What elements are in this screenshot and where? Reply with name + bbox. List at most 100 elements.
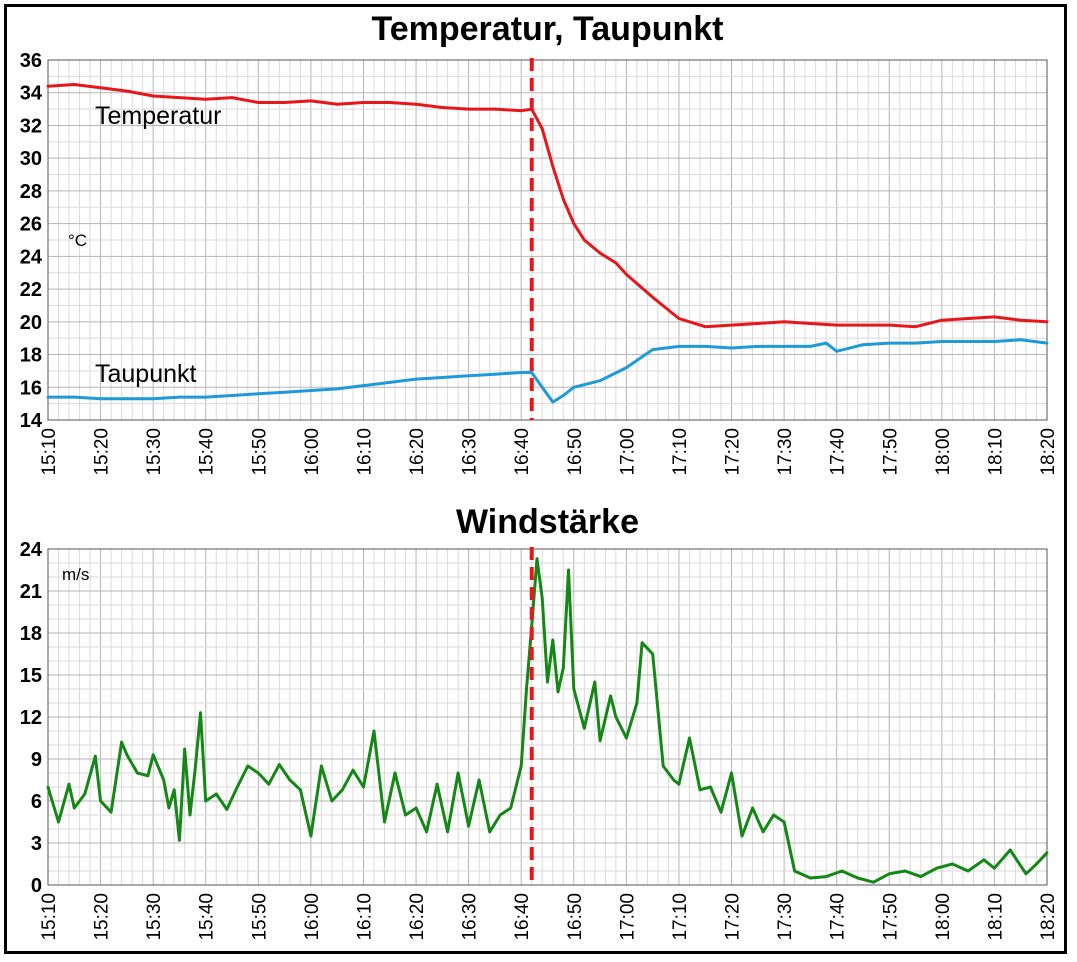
data-point [509,806,513,810]
data-point [672,778,676,782]
data-point [861,343,865,347]
data-point [824,341,828,345]
y-tick-label: 24 [20,539,43,561]
data-point [530,371,534,374]
data-point [362,785,365,789]
data-point [582,726,586,730]
data-point [709,785,712,789]
data-point [782,345,786,348]
x-tick-label: 16:30 [460,428,481,476]
x-tick-label: 17:40 [828,893,849,941]
data-point [46,84,50,88]
data-point [782,820,786,824]
data-point [540,127,544,131]
data-point [730,771,733,775]
x-tick-label: 17:00 [617,893,638,941]
data-point [498,813,502,817]
data-point [809,876,812,880]
data-point [362,384,365,387]
data-point [677,317,681,320]
data-point [214,792,218,796]
y-tick-label: 18 [20,345,42,367]
x-tick-label: 15:30 [144,428,165,476]
data-point [335,387,339,391]
y-tick-label: 16 [20,377,42,399]
y-tick-label: 34 [20,83,43,105]
x-tick-label: 17:00 [617,428,638,476]
data-point [230,394,234,397]
data-point [320,764,323,768]
data-point [824,875,828,878]
data-point [887,341,891,345]
data-point [966,317,970,320]
chart-title: Windstärke [456,503,639,541]
x-tick-label: 16:40 [512,893,533,941]
data-point [856,876,860,880]
x-tick-label: 16:50 [565,893,586,941]
data-point [593,680,597,684]
data-point [661,764,665,768]
data-point [940,340,944,343]
y-tick-label: 14 [20,410,43,432]
x-tick-label: 15:50 [249,428,270,476]
data-point [635,701,639,705]
x-tick-label: 16:30 [460,893,481,941]
data-point [178,395,181,399]
data-point [1035,862,1038,866]
y-tick-label: 26 [20,214,42,236]
x-tick-label: 16:50 [565,428,586,476]
data-point [335,102,339,106]
data-point [546,680,549,684]
data-point [309,834,313,838]
y-tick-label: 28 [20,181,42,203]
y-tick-label: 6 [31,791,42,813]
data-point [935,866,938,870]
data-point [488,830,492,834]
data-point [1045,320,1049,324]
data-point [540,596,544,600]
data-point [861,323,865,327]
data-point [698,788,702,792]
data-point [477,778,481,782]
data-point [467,824,470,828]
series-label-taupunkt: Taupunkt [95,360,197,388]
x-tick-label: 18:20 [1038,428,1059,476]
x-tick-label: 18:00 [933,893,954,941]
data-point [519,109,523,113]
data-point [572,687,576,691]
y-tick-label: 12 [20,707,42,729]
x-tick-label: 17:50 [880,893,901,941]
data-point [146,774,150,778]
x-tick-label: 17:20 [723,893,744,941]
x-tick-label: 16:10 [354,893,375,941]
data-point [178,838,181,842]
data-point [440,376,444,379]
data-point [540,385,544,389]
data-point [598,379,602,383]
data-point [993,340,996,343]
data-point [393,771,397,775]
y-tick-label: 3 [31,833,42,855]
series-label-temperatur: Temperatur [95,102,221,130]
data-point [493,107,497,111]
data-point [414,377,418,381]
data-point [756,322,760,325]
data-point [172,788,176,792]
data-point [914,325,917,329]
data-point [188,813,192,817]
data-point [887,872,891,876]
data-point [940,318,944,322]
data-point [561,394,565,397]
data-point [835,323,839,327]
data-point [120,740,123,744]
data-point [283,101,286,104]
data-point [993,315,996,319]
data-point [809,322,812,325]
data-point [772,813,775,817]
x-tick-label: 16:20 [407,428,428,476]
data-point [1008,848,1012,852]
data-point [551,638,555,642]
data-point [993,866,996,870]
data-point [283,390,286,394]
data-point [125,89,129,93]
